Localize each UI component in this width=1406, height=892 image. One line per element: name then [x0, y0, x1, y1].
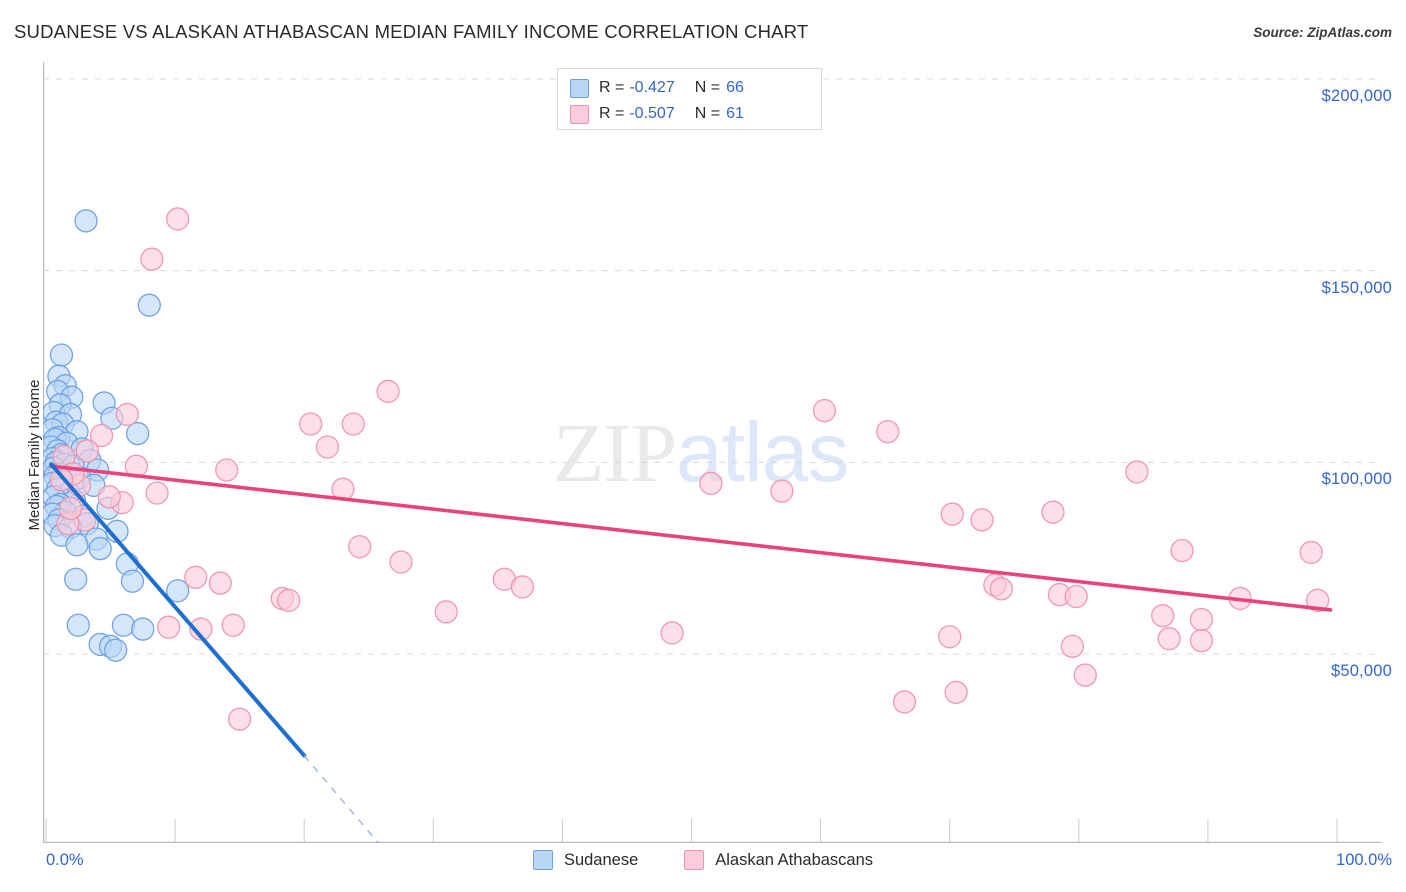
- scatter-point: [1189, 607, 1214, 632]
- scatter-point: [315, 435, 340, 459]
- scatter-plot-svg: [43, 62, 1381, 843]
- trendline-sudanese-extension: [303, 755, 380, 843]
- scatter-point: [215, 458, 239, 482]
- scatter-point: [166, 579, 190, 603]
- legend-swatch-icon: [570, 78, 589, 98]
- series-legend-label: Alaskan Athabascans: [715, 850, 874, 869]
- scatter-point: [1151, 604, 1175, 628]
- scatter-point: [227, 707, 252, 731]
- source-note: Source: ZipAtlas.com: [1253, 25, 1392, 40]
- scatter-point: [88, 536, 112, 561]
- trendline-alaskan-athabascans: [49, 464, 1333, 612]
- y-axis-tick-label: $200,000: [1321, 87, 1392, 105]
- scatter-point: [189, 617, 213, 641]
- scatter-point: [892, 690, 917, 714]
- n-label: N =: [694, 105, 721, 122]
- trendline-sudanese: [49, 462, 307, 758]
- scatter-point: [1305, 588, 1330, 612]
- r-label: R =: [599, 79, 625, 96]
- series-swatch-icon: [684, 850, 705, 870]
- scatter-point: [115, 402, 139, 427]
- scatter-point: [166, 207, 190, 231]
- series-legend-item-sudanese[interactable]: Sudanese: [532, 850, 639, 870]
- scatter-point: [1041, 500, 1065, 524]
- scatter-point: [111, 613, 136, 637]
- scatter-point: [699, 471, 723, 496]
- series-swatch-icon: [532, 850, 553, 870]
- scatter-point: [49, 343, 74, 367]
- scatter-point: [1073, 663, 1097, 687]
- scatter-point: [145, 481, 169, 505]
- scatter-point: [1299, 540, 1323, 565]
- scatter-point: [104, 638, 128, 662]
- scatter-point: [298, 412, 323, 436]
- scatter-point: [120, 569, 145, 593]
- scatter-point: [434, 600, 458, 624]
- scatter-point: [348, 535, 372, 559]
- scatter-point: [89, 423, 114, 448]
- scatter-point: [97, 485, 121, 509]
- series-points-sudanese: [43, 209, 190, 662]
- scatter-point: [1170, 538, 1194, 563]
- scatter-point: [770, 479, 794, 503]
- x-axis-min-label: 0.0%: [46, 851, 84, 869]
- scatter-point: [812, 398, 837, 423]
- scatter-point: [65, 533, 89, 557]
- page-title: SUDANESE VS ALASKAN ATHABASCAN MEDIAN FA…: [14, 21, 809, 42]
- series-legend-label: Sudanese: [563, 850, 639, 869]
- scatter-point: [75, 439, 99, 463]
- y-axis-tick-label: $100,000: [1321, 470, 1392, 489]
- scatter-point: [989, 577, 1013, 601]
- scatter-point: [131, 617, 155, 641]
- legend-swatch-icon: [570, 104, 589, 124]
- scatter-point: [1060, 634, 1084, 658]
- scatter-point: [58, 496, 83, 520]
- scatter-point: [1125, 460, 1149, 484]
- r-label: R =: [599, 105, 625, 122]
- series-points-alaskan-athabascans: [49, 207, 1330, 731]
- n-value: 66: [726, 79, 744, 96]
- scatter-point: [137, 293, 161, 317]
- scatter-point: [126, 421, 150, 446]
- scatter-point: [74, 209, 98, 233]
- scatter-point: [1189, 628, 1214, 653]
- stats-row: R = -0.427 N = 66: [570, 75, 811, 101]
- y-axis-tick-label: $150,000: [1321, 278, 1392, 297]
- scatter-point: [660, 621, 684, 645]
- scatter-point: [208, 571, 232, 595]
- scatter-point: [940, 502, 964, 526]
- scatter-point: [341, 412, 365, 436]
- r-value: -0.427: [629, 79, 675, 96]
- scatter-point: [1064, 584, 1088, 609]
- r-value: -0.507: [629, 105, 675, 122]
- correlation-stats-legend: R = -0.427 N = 66 R = -0.507 N = 61: [557, 68, 822, 130]
- scatter-point: [510, 575, 535, 599]
- series-legend: Sudanese Alaskan Athabascans: [0, 850, 1406, 870]
- scatter-point: [156, 615, 181, 639]
- plot-area: [43, 62, 1381, 843]
- scatter-point: [277, 588, 301, 612]
- y-axis-tick-label: $50,000: [1330, 662, 1392, 680]
- x-axis-max-label: 100.0%: [1336, 851, 1392, 869]
- scatter-point: [376, 379, 400, 404]
- stats-row: R = -0.507 N = 61: [570, 101, 811, 127]
- series-legend-item-alaskan-athabascans[interactable]: Alaskan Athabascans: [684, 850, 873, 870]
- n-label: N =: [694, 79, 721, 96]
- n-value: 61: [726, 105, 744, 122]
- scatter-point: [66, 613, 90, 637]
- scatter-point: [970, 508, 994, 532]
- scatter-point: [64, 567, 88, 591]
- scatter-point: [184, 565, 208, 589]
- scatter-point: [221, 613, 245, 637]
- scatter-point: [140, 247, 164, 271]
- scatter-point: [944, 680, 968, 704]
- scatter-point: [876, 420, 900, 444]
- scatter-point: [389, 550, 413, 574]
- scatter-point: [938, 625, 962, 649]
- scatter-point: [1157, 627, 1181, 651]
